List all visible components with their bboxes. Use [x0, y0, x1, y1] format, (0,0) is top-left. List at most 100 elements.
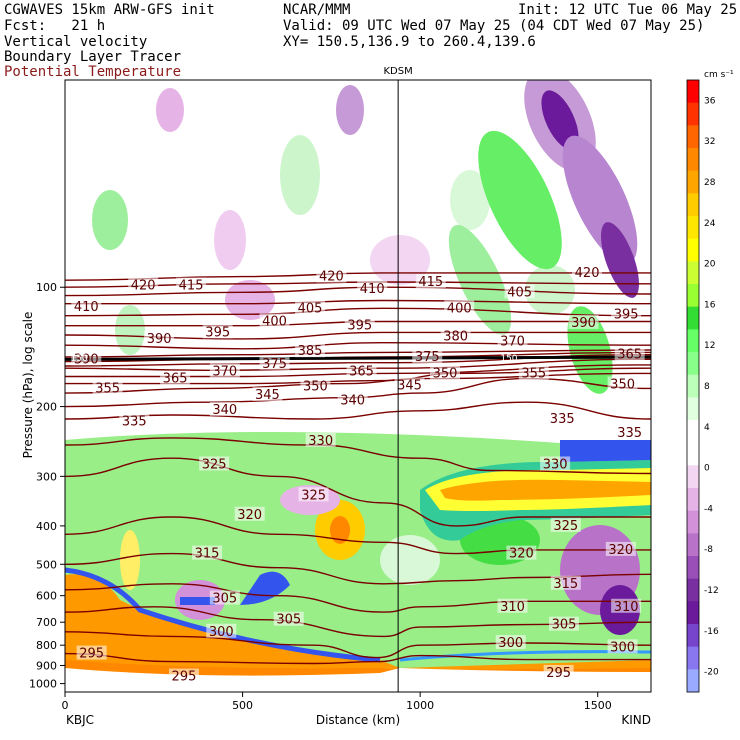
y-tick-label: 500	[36, 558, 57, 571]
theta-label-bg	[548, 616, 579, 631]
theta-label: 305	[276, 613, 301, 628]
theta-label: 300	[498, 636, 523, 651]
theta-label: 415	[179, 279, 204, 294]
theta-label-bg	[357, 280, 388, 295]
theta-label: 320	[509, 547, 534, 562]
tropopause-line	[65, 355, 651, 361]
theta-label-bg	[497, 598, 528, 613]
theta-label-bg	[234, 506, 265, 521]
theta-label: 315	[195, 547, 220, 562]
theta-label-bg	[199, 456, 230, 471]
theta-label: 335	[550, 412, 575, 427]
theta-label-bg	[259, 355, 290, 370]
colorbar-segment	[687, 646, 699, 670]
theta-label: 340	[340, 393, 365, 408]
theta-label-bg	[202, 324, 233, 339]
colorbar-segment	[687, 420, 699, 444]
theta-label-bg	[295, 343, 326, 358]
colorbar-tick-label: -4	[704, 504, 713, 514]
theta-label: 295	[546, 666, 571, 681]
theta-label: 410	[360, 282, 385, 297]
theta-label-bg	[176, 277, 207, 292]
colorbar-segment	[687, 556, 699, 580]
theta-label: 335	[122, 414, 147, 429]
theta-contour-305	[65, 606, 651, 638]
theta-label: 380	[443, 329, 468, 344]
theta-label-bg	[605, 541, 636, 556]
theta-label-bg	[504, 284, 535, 299]
colorbar-segment	[687, 216, 699, 240]
y-tick-label: 300	[36, 470, 57, 483]
theta-label: 375	[262, 357, 287, 372]
colorbar-tick-label: 32	[704, 137, 715, 147]
tropopause-label: 150	[71, 354, 88, 364]
theta-label-bg	[518, 365, 549, 380]
theta-label: 295	[172, 670, 197, 685]
theta-label: 405	[507, 285, 532, 300]
colorbar-segment	[687, 80, 699, 104]
theta-label-bg	[543, 664, 574, 679]
y-axis-ticks: 100 200 300 400 500 600 700 800 900 1000	[29, 281, 65, 691]
theta-label-bg	[298, 487, 329, 502]
colorbar-tick-label: 8	[704, 382, 710, 392]
theta-label-bg	[412, 349, 443, 364]
theta-label: 410	[74, 300, 99, 315]
theta-label: 345	[397, 379, 422, 394]
colorbar-segment	[687, 148, 699, 172]
colorbar-segment	[687, 601, 699, 625]
theta-label-bg	[547, 411, 578, 426]
colorbar-tick-label: -12	[704, 586, 719, 596]
colorbar-segment	[687, 193, 699, 217]
station-marker-label: KDSM	[384, 66, 413, 77]
theta-label: 420	[319, 270, 344, 285]
x-axis-label: Distance (km)	[316, 713, 400, 727]
theta-label-bg	[209, 401, 240, 416]
theta-label-bg	[495, 635, 526, 650]
theta-label: 305	[212, 592, 237, 607]
x-tick-label: 0	[62, 699, 69, 712]
y-tick-label: 1000	[29, 678, 57, 691]
colorbar-tick-label: 20	[704, 260, 716, 270]
right-station-label: KIND	[621, 713, 651, 727]
theta-contour-335	[65, 401, 651, 420]
theta-label-bg	[160, 370, 191, 385]
theta-label: 420	[131, 279, 156, 294]
theta-label: 405	[298, 301, 323, 316]
shading-layer: 420 415 420 410 415 420 410 405 400 405 390 395 400 3…	[65, 80, 651, 692]
theta-label: 350	[303, 380, 328, 395]
theta-label: 400	[447, 301, 472, 316]
colorbar-segment	[687, 397, 699, 421]
theta-label-bg	[316, 268, 347, 283]
tropopause-150-line	[65, 355, 651, 361]
colorbar-segment	[687, 669, 699, 693]
cross-section-endpoints: XY= 150.5,136.9 to 260.4,139.6	[283, 34, 536, 50]
y-tick-label: 700	[36, 616, 57, 629]
theta-label: 370	[212, 364, 237, 379]
theta-label-bg	[611, 306, 642, 321]
theta-contour-labels: 420 415 420 410 415 420 410 405 400 405 390 395 400 3…	[71, 264, 645, 685]
theta-label: 400	[262, 314, 287, 329]
colorbar: 36 32 28 24 20 16 12 8 4 0 -4 -8 -12 -16 -20	[686, 79, 719, 693]
theta-label-bg	[71, 351, 102, 366]
colorbar-tick-label: 12	[704, 341, 715, 351]
y-tick-label: 600	[36, 590, 57, 603]
colorbar-tick-label: -20	[704, 668, 719, 678]
theta-contour-330	[65, 437, 651, 475]
x-tick-label: 1000	[406, 699, 434, 712]
theta-contour-385	[65, 341, 651, 350]
x-tick-label: 500	[232, 699, 253, 712]
y-tick-label: 400	[36, 520, 57, 533]
colorbar-tick-label: 24	[704, 219, 716, 229]
theta-label-bg	[415, 274, 446, 289]
theta-label-bg	[119, 413, 150, 428]
theta-label: 375	[415, 350, 440, 365]
colorbar-segment	[687, 578, 699, 602]
theta-label-bg	[607, 376, 638, 391]
x-axis-ticks: 0 500 1000 1500	[62, 692, 612, 712]
colorbar-segment	[687, 374, 699, 398]
theta-label-bg	[295, 300, 326, 315]
theta-label: 395	[614, 307, 639, 322]
theta-label: 320	[237, 508, 262, 523]
theta-label: 420	[575, 266, 600, 281]
colorbar-segment	[687, 125, 699, 149]
